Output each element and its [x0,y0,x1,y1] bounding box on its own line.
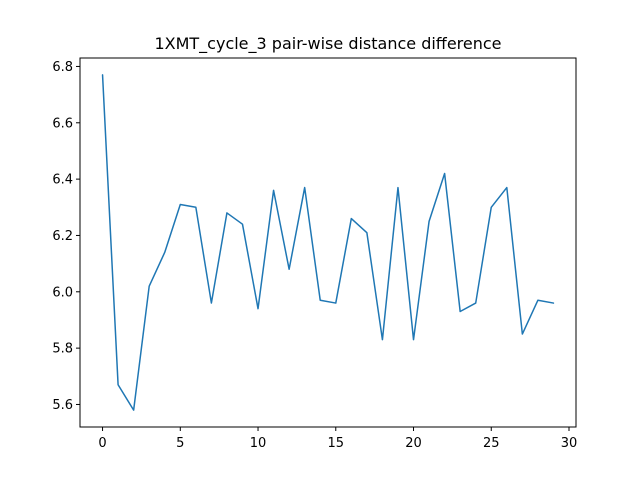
series-line [101,74,555,411]
y-tick-label: 6.4 [52,173,73,188]
y-tick-label: 6.6 [52,116,73,131]
y-tick-label: 5.8 [52,342,73,357]
plot-frame [79,57,577,428]
x-tick-label: 25 [483,436,500,451]
x-axis: 0 5 10 15 20 25 30 [98,427,577,451]
x-tick-label: 10 [250,436,267,451]
chart-title: 1XMT_cycle_3 pair-wise distance differen… [154,34,501,54]
y-tick-label: 5.6 [52,398,73,413]
x-tick-label: 5 [176,436,184,451]
y-tick-label: 6.2 [52,229,73,244]
y-tick-label: 6.0 [52,285,73,300]
y-axis: 5.6 5.8 6.0 6.2 6.4 6.6 6.8 [52,60,80,413]
x-tick-label: 20 [405,436,422,451]
x-tick-label: 0 [98,436,106,451]
x-tick-label: 30 [561,436,578,451]
x-tick-label: 15 [328,436,345,451]
y-tick-label: 6.8 [52,60,73,75]
